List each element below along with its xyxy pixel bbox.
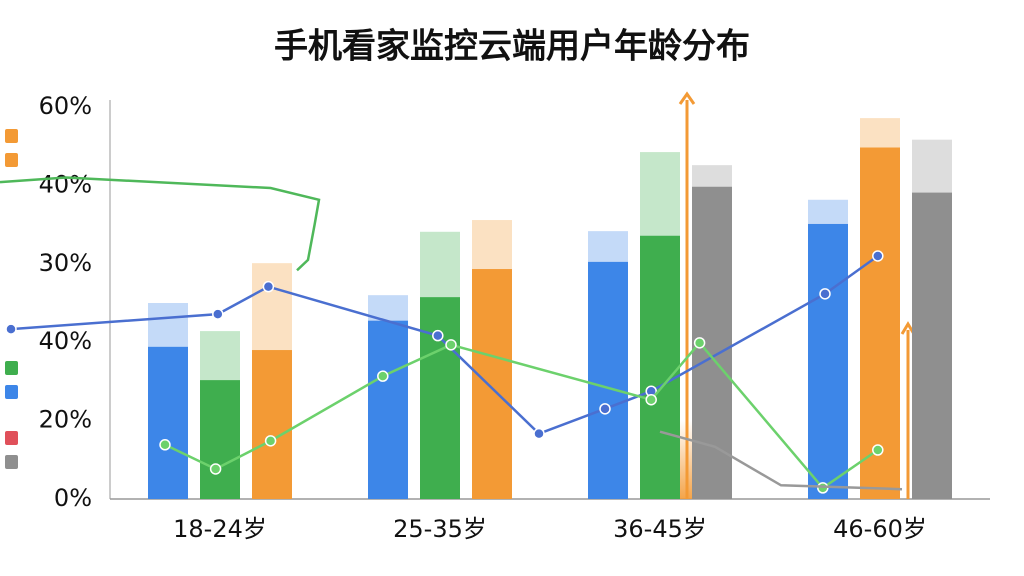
- bar-peak: [860, 118, 900, 148]
- legend-swatch: [5, 129, 18, 143]
- bar: [420, 297, 460, 499]
- line-point: [819, 288, 831, 300]
- bar: [200, 380, 240, 499]
- bar-peak: [588, 231, 628, 262]
- line-point: [377, 370, 389, 382]
- bar-peak: [912, 139, 952, 193]
- bar-peak: [692, 165, 732, 187]
- y-tick-label: 20%: [39, 406, 92, 434]
- line-point: [264, 435, 277, 447]
- y-tick-label: 30%: [39, 249, 92, 277]
- bar-peak: [148, 303, 188, 347]
- spike-arrow: [678, 91, 696, 105]
- bar: [860, 147, 900, 500]
- bar: [588, 261, 628, 499]
- bar: [252, 350, 292, 499]
- bar: [640, 235, 680, 499]
- legend-swatch: [5, 153, 18, 167]
- y-tick-label: 0%: [54, 484, 92, 512]
- bar: [368, 320, 408, 499]
- legend-swatch: [5, 455, 18, 469]
- x-tick-label: 36-45岁: [613, 515, 707, 543]
- bar-peak: [808, 199, 848, 224]
- bar-peak: [200, 331, 240, 381]
- bar: [912, 192, 952, 499]
- line-point: [432, 329, 444, 342]
- bar: [472, 269, 512, 499]
- line-point: [599, 403, 611, 415]
- bar-peak: [640, 152, 680, 236]
- line-point: [209, 463, 222, 475]
- x-tick-label: 46-60岁: [833, 515, 927, 543]
- x-tick-label: 25-35岁: [393, 515, 487, 543]
- bar: [148, 346, 188, 499]
- y-tick-label: 40%: [39, 327, 92, 355]
- y-tick-label: 60%: [39, 92, 92, 120]
- bar-peak: [420, 231, 460, 298]
- legend-swatch: [5, 431, 18, 445]
- line-point: [5, 323, 17, 335]
- bar-peak: [472, 220, 512, 270]
- line-point: [445, 339, 457, 351]
- line-point: [159, 439, 171, 451]
- line-point: [872, 444, 884, 456]
- legend-swatch: [5, 361, 18, 375]
- y-tick-label: 40%: [39, 170, 92, 198]
- bar-peak: [252, 263, 292, 351]
- line-point: [533, 427, 545, 440]
- bar: [808, 223, 848, 500]
- chart-title: 手机看家监控云端用户年龄分布: [274, 27, 750, 67]
- line-point: [872, 250, 884, 262]
- line: [659, 430, 903, 491]
- line-point: [262, 280, 275, 293]
- line-point: [212, 308, 224, 320]
- line: [0, 176, 321, 272]
- line-point: [693, 337, 706, 349]
- line-point: [645, 393, 657, 406]
- legend-swatch: [5, 385, 18, 399]
- x-tick-label: 18-24岁: [173, 515, 267, 543]
